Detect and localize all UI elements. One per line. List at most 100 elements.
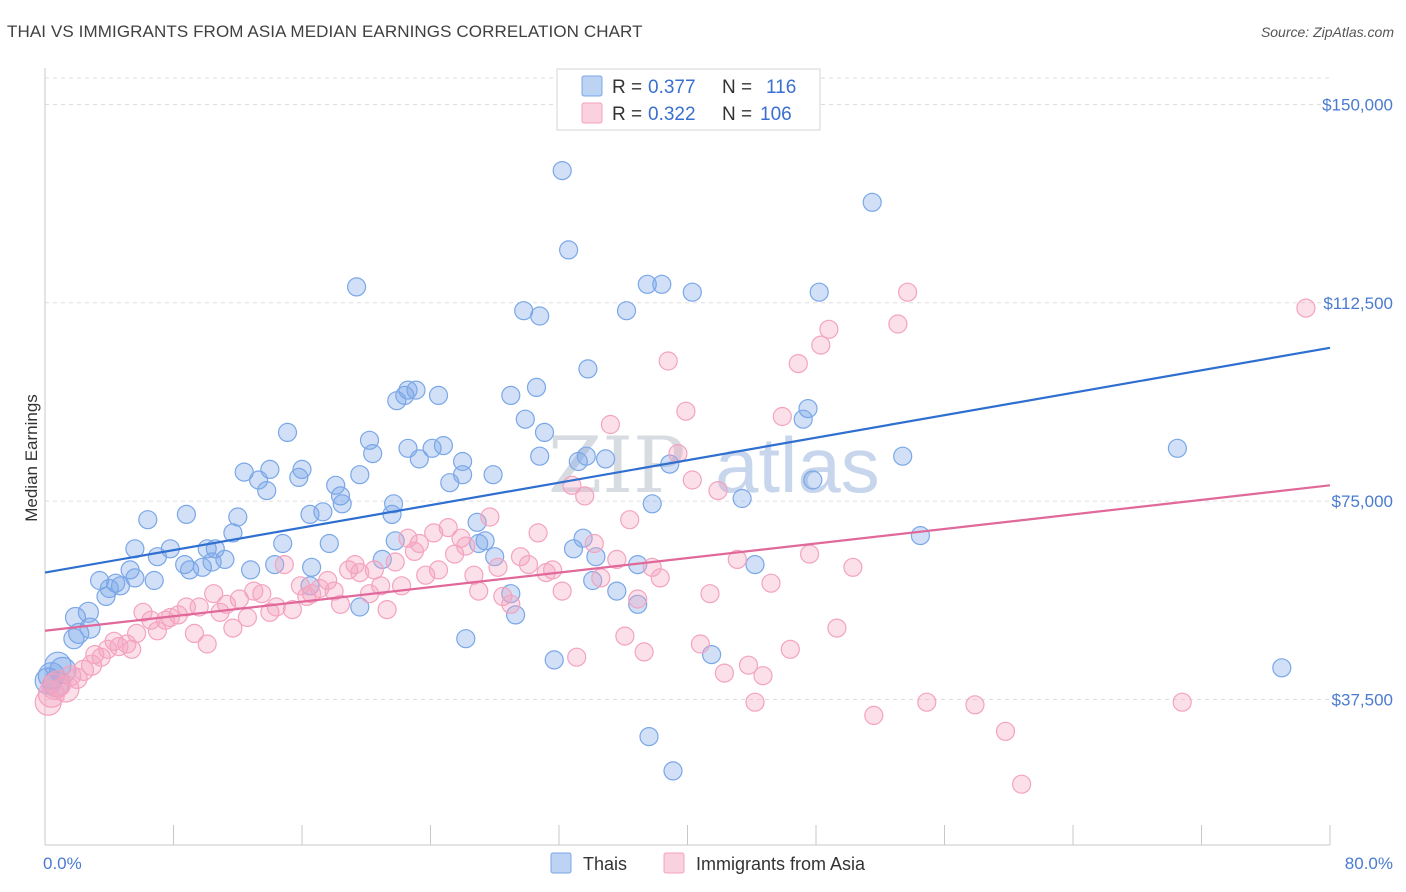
thais-point-8	[79, 617, 101, 639]
immigrants-point-27	[204, 584, 224, 604]
thais-point-75	[483, 465, 503, 485]
thais-point-83	[530, 306, 550, 326]
immigrants-point-19	[147, 621, 167, 641]
legend-r-value-thais: 0.377	[648, 77, 696, 98]
thais-point-118	[1167, 438, 1188, 458]
immigrants-point-116	[995, 721, 1016, 741]
thais-point-25	[192, 557, 212, 577]
immigrants-point-78	[567, 647, 587, 667]
thais-point-35	[257, 481, 277, 501]
immigrants-point-95	[700, 584, 720, 604]
thais-point-107	[682, 282, 702, 302]
immigrants-point-112	[888, 314, 908, 334]
legend-n-value-immigrants: 106	[760, 104, 792, 125]
thais-point-63	[406, 380, 426, 400]
thais-point-9	[77, 601, 100, 623]
immigrants-point-66	[469, 581, 489, 601]
chart-title: THAI VS IMMIGRANTS FROM ASIA MEDIAN EARN…	[7, 22, 643, 41]
thais-point-62	[398, 380, 418, 400]
thais-point-89	[563, 539, 584, 559]
immigrants-point-17	[133, 602, 153, 622]
thais-point-38	[273, 533, 293, 554]
immigrants-point-84	[615, 626, 635, 646]
thais-point-66	[428, 385, 449, 405]
immigrants-point-114	[917, 692, 937, 712]
legend-box: R = 0.377 N = 116 R = 0.322 N = 106	[556, 68, 821, 131]
y-tick-label-1: $75,000	[1332, 492, 1393, 511]
legend-r-label-thais: R =	[612, 77, 642, 98]
immigrants-point-86	[628, 589, 648, 609]
thais-trend-line	[44, 346, 1331, 574]
immigrants-point-36	[266, 597, 286, 617]
thais-point-110	[745, 554, 765, 575]
thais-point-93	[578, 359, 598, 379]
immigrants-point-108	[819, 319, 839, 339]
immigrants-point-58	[416, 565, 436, 585]
thais-point-109	[732, 488, 752, 509]
thais-point-82	[526, 377, 547, 397]
immigrants-point-111	[864, 705, 884, 726]
thais-point-49	[332, 494, 352, 514]
immigrants-point-3	[44, 670, 72, 698]
thais-point-67	[433, 436, 453, 456]
immigrants-point-93	[682, 470, 702, 490]
thais-point-97	[607, 581, 627, 601]
bottom-legend-label-immigrants: Immigrants from Asia	[696, 854, 866, 874]
thais-point-101	[637, 274, 657, 294]
immigrants-point-97	[714, 663, 735, 683]
trend-lines	[44, 346, 1331, 632]
thais-point-79	[505, 605, 526, 625]
immigrants-point-98	[727, 549, 747, 570]
thais-point-17	[125, 568, 145, 588]
legend-swatch-thais	[581, 75, 603, 97]
watermark-atlas: atlas	[715, 421, 880, 509]
thais-point-86	[544, 650, 564, 670]
y-axis-label: Median Earnings	[22, 394, 41, 522]
thais-point-77	[501, 385, 521, 405]
immigrants-point-60	[428, 560, 449, 580]
thais-point-41	[292, 459, 312, 479]
y-tick-labels: $37,500 $75,000 $112,500 $150,000	[1322, 95, 1393, 709]
immigrants-point-50	[364, 560, 384, 580]
thais-point-111	[793, 409, 813, 429]
thais-point-50	[347, 277, 367, 297]
immigrants-point-109	[827, 618, 847, 638]
thais-point-92	[576, 446, 596, 466]
thais-point-113	[803, 470, 823, 490]
immigrants-point-25	[189, 597, 209, 617]
immigrants-point-46	[339, 560, 359, 580]
bottom-legend-swatch-thais	[550, 852, 572, 874]
immigrants-point-115	[965, 695, 985, 715]
thais-point-45	[313, 502, 333, 522]
y-tick-label-3: $150,000	[1322, 95, 1393, 114]
immigrants-point-10	[91, 647, 111, 667]
thais-point-47	[326, 475, 346, 495]
x-tick-label-min: 0.0%	[43, 854, 82, 873]
thais-point-29	[215, 549, 235, 570]
source-credit: Source: ZipAtlas.com	[1260, 24, 1394, 40]
immigrants-point-15	[122, 639, 142, 659]
thais-point-103	[642, 494, 662, 514]
immigrants-point-53	[385, 552, 405, 572]
immigrants-point-104	[780, 639, 800, 659]
thais-point-112	[798, 399, 818, 419]
legend-n-label-thais: N =	[722, 77, 752, 98]
thais-point-81	[515, 409, 535, 429]
immigrants-point-113	[897, 282, 918, 302]
thais-point-76	[485, 547, 505, 567]
thais-point-98	[616, 301, 637, 321]
immigrants-point-82	[600, 414, 621, 435]
immigrants-point-59	[424, 523, 444, 543]
immigrants-point-92	[676, 401, 696, 421]
x-tick-labels: 0.0% 80.0%	[43, 854, 1393, 873]
thais-point-80	[514, 301, 534, 321]
legend-n-value-thais: 116	[766, 77, 796, 98]
immigrants-point-101	[753, 666, 773, 686]
immigrants-point-4	[52, 675, 80, 703]
immigrants-point-75	[542, 560, 563, 580]
thais-point-70	[453, 465, 473, 485]
immigrants-point-110	[843, 557, 863, 577]
thais-point-88	[558, 240, 579, 260]
y-tick-label-0: $37,500	[1332, 691, 1393, 710]
